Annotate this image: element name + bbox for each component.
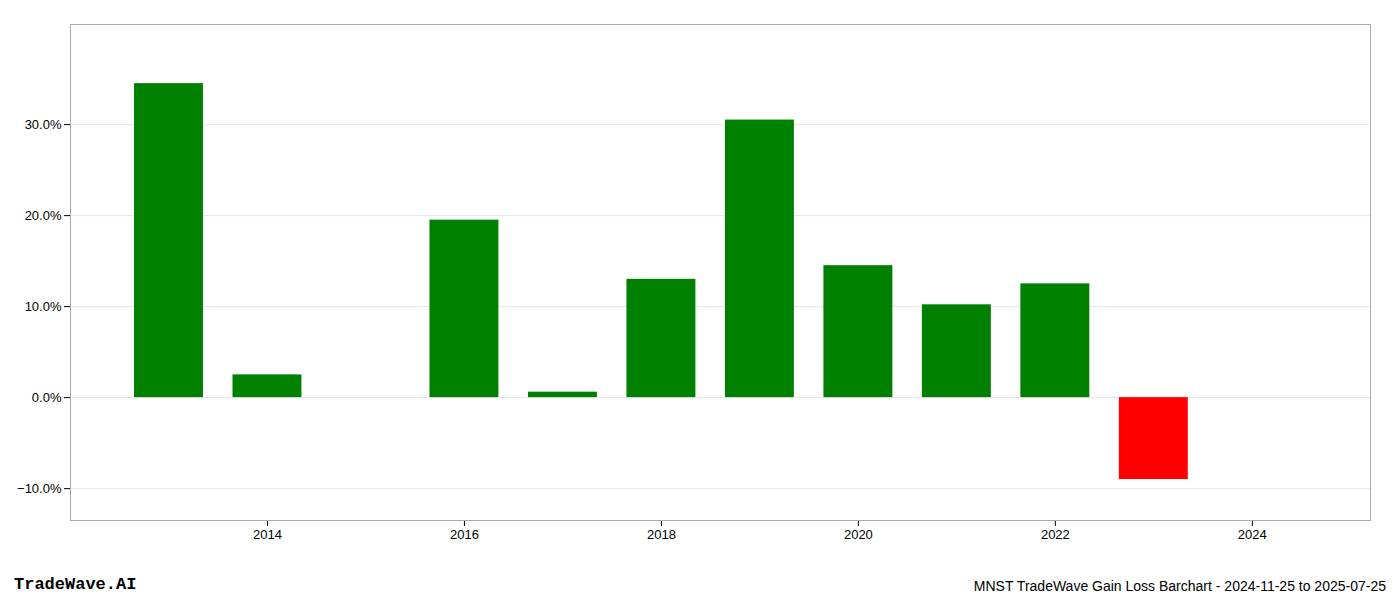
html-text:MNST TradeWave Gain Loss Barch: MNST TradeWave Gain Loss Barchart - 2024…: [973, 578, 1386, 594]
svg-text:2018: 2018: [647, 527, 676, 542]
html-text:TradeWave.AI: TradeWave.AI: [14, 575, 137, 594]
svg-text:2014: 2014: [253, 527, 282, 542]
svg-text:10.0%: 10.0%: [25, 299, 62, 314]
svg-text:2022: 2022: [1041, 527, 1070, 542]
svg-text:20.0%: 20.0%: [25, 208, 62, 223]
svg-text:0.0%: 0.0%: [32, 390, 62, 405]
svg-text:2024: 2024: [1238, 527, 1267, 542]
svg-text:−10.0%: −10.0%: [17, 481, 62, 496]
svg-text:2020: 2020: [844, 527, 873, 542]
svg-text:30.0%: 30.0%: [25, 117, 62, 132]
svg-text:2016: 2016: [450, 527, 479, 542]
